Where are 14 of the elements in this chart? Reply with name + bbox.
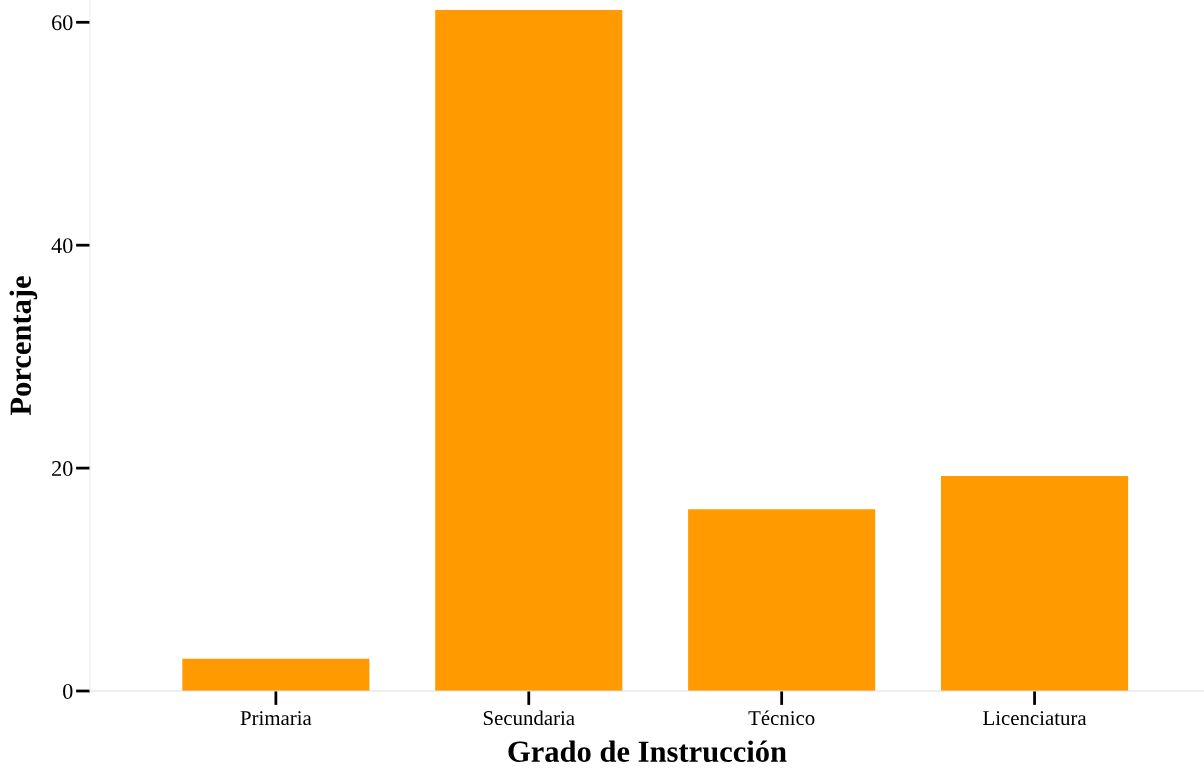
y-axis-title: Porcentaje <box>9 276 38 416</box>
x-tick-label: Primaria <box>240 711 312 726</box>
bar <box>940 475 1129 691</box>
x-tick-label: Secundaria <box>483 710 575 726</box>
y-tick-label: 60 <box>52 15 73 31</box>
y-tick-label: 40 <box>51 238 73 254</box>
x-axis-title: Grado de Instrucción <box>508 740 787 763</box>
x-tick-label: Licenciatura <box>983 711 1087 726</box>
x-tick-label: Técnico <box>748 710 815 726</box>
y-tick-label: 20 <box>52 461 73 477</box>
bar <box>688 509 876 691</box>
bar <box>182 658 370 691</box>
y-tick-label: 0 <box>63 683 73 699</box>
bar <box>435 10 623 691</box>
